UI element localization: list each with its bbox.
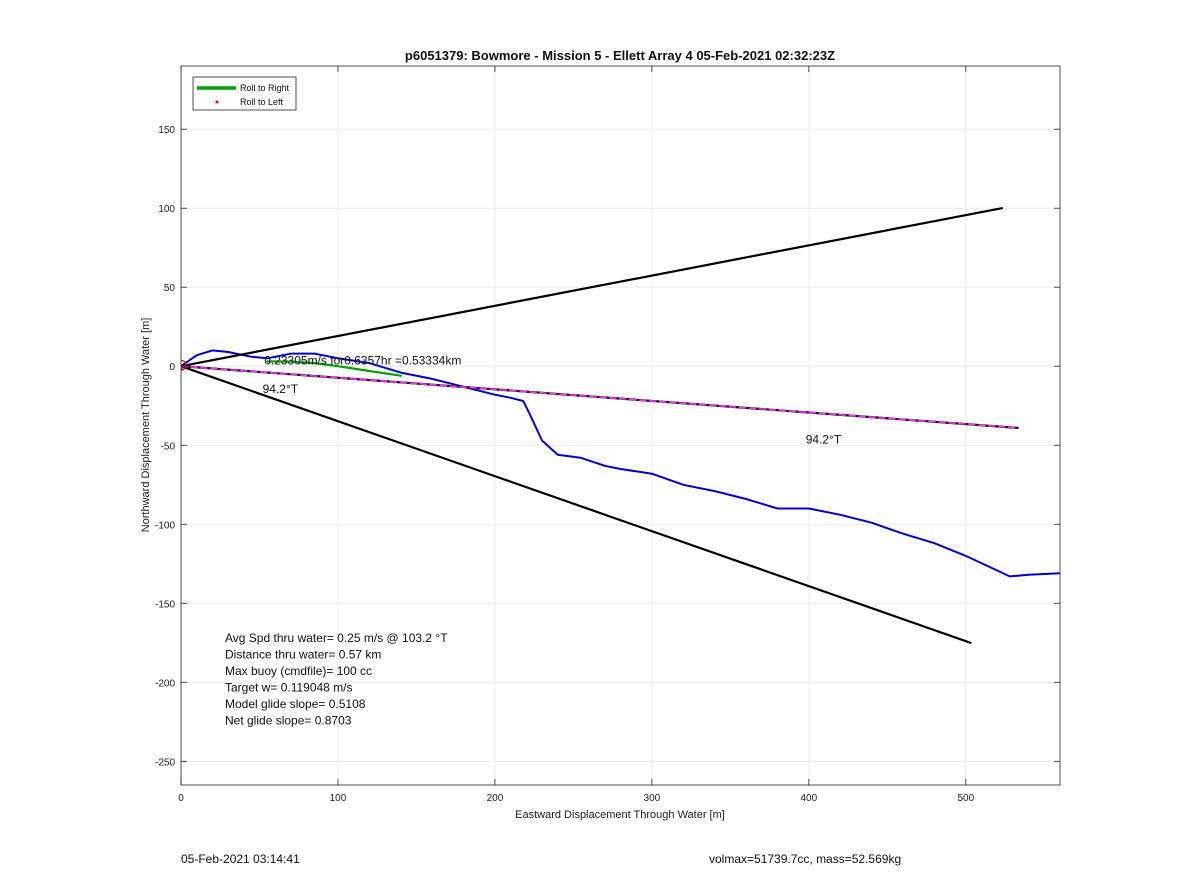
annotation-0: 0.23305m/s for0.6357hr =0.53334km [264,354,461,368]
grid-lines [180,66,1060,785]
plot-area [181,207,1060,644]
upper-bound-line [181,207,1004,368]
footer-vehicle-params: volmax=51739.7cc, mass=52.569kg [709,852,902,866]
y-tick-label: -150 [155,599,175,610]
annotation-2: 94.2°T [806,433,842,447]
stats-line: Max buoy (cmdfile)= 100 cc [225,664,372,678]
annotations: 0.23305m/s for0.6357hr =0.53334km 94.2°T 9… [263,354,842,447]
legend-swatch-roll-left [215,100,219,104]
roll-right-segment [266,360,402,377]
stats-line: Avg Spd thru water= 0.25 m/s @ 103.2 °T [225,631,448,645]
y-tick-label: -200 [155,678,175,689]
heading-dashed-line [181,365,1019,429]
axis-ticks: 0 100 200 300 400 500150100500-50-100-150-200… [155,66,1060,804]
y-tick-label: 100 [158,204,175,215]
stats-line: Net glide slope= 0.8703 [225,714,352,728]
lower-bound-line [181,365,972,644]
x-tick-label: 200 [487,793,504,804]
start-marker-2 [181,359,187,371]
y-tick-label: -250 [155,757,175,768]
legend: Roll to Right Roll to Left [192,76,297,111]
annotation-1: 94.2°T [263,382,299,396]
x-tick-label: 0 [178,793,184,804]
y-tick-label: -100 [155,520,175,531]
legend-box [192,76,297,111]
start-marker-1 [181,363,184,371]
series-layer [181,207,1060,644]
y-tick-label: -50 [161,441,176,452]
stats-line: Model glide slope= 0.5108 [225,697,366,711]
y-tick-label: 0 [169,362,175,373]
track-line [181,349,1060,578]
stats-line: Distance thru water= 0.57 km [225,648,381,662]
legend-label-roll-left: Roll to Left [240,97,284,107]
x-tick-label: 300 [644,793,661,804]
x-tick-label: 500 [957,793,974,804]
x-tick-label: 400 [801,793,818,804]
y-tick-label: 50 [164,283,176,294]
stats-line: Target w= 0.119048 m/s [225,681,353,695]
y-axis-label: Northward Displacement Through Water [m] [140,318,152,533]
axes-frame [180,65,1061,786]
x-tick-label: 100 [330,793,347,804]
legend-label-roll-right: Roll to Right [240,83,290,93]
footer-timestamp: 05-Feb-2021 03:14:41 [181,852,300,866]
stats-box: Avg Spd thru water= 0.25 m/s @ 103.2 °T D… [225,631,448,728]
x-axis-label: Eastward Displacement Through Water [m] [515,809,725,821]
chart-title: p6051379: Bowmore - Mission 5 - Ellett A… [405,48,835,63]
y-tick-label: 150 [158,125,175,136]
